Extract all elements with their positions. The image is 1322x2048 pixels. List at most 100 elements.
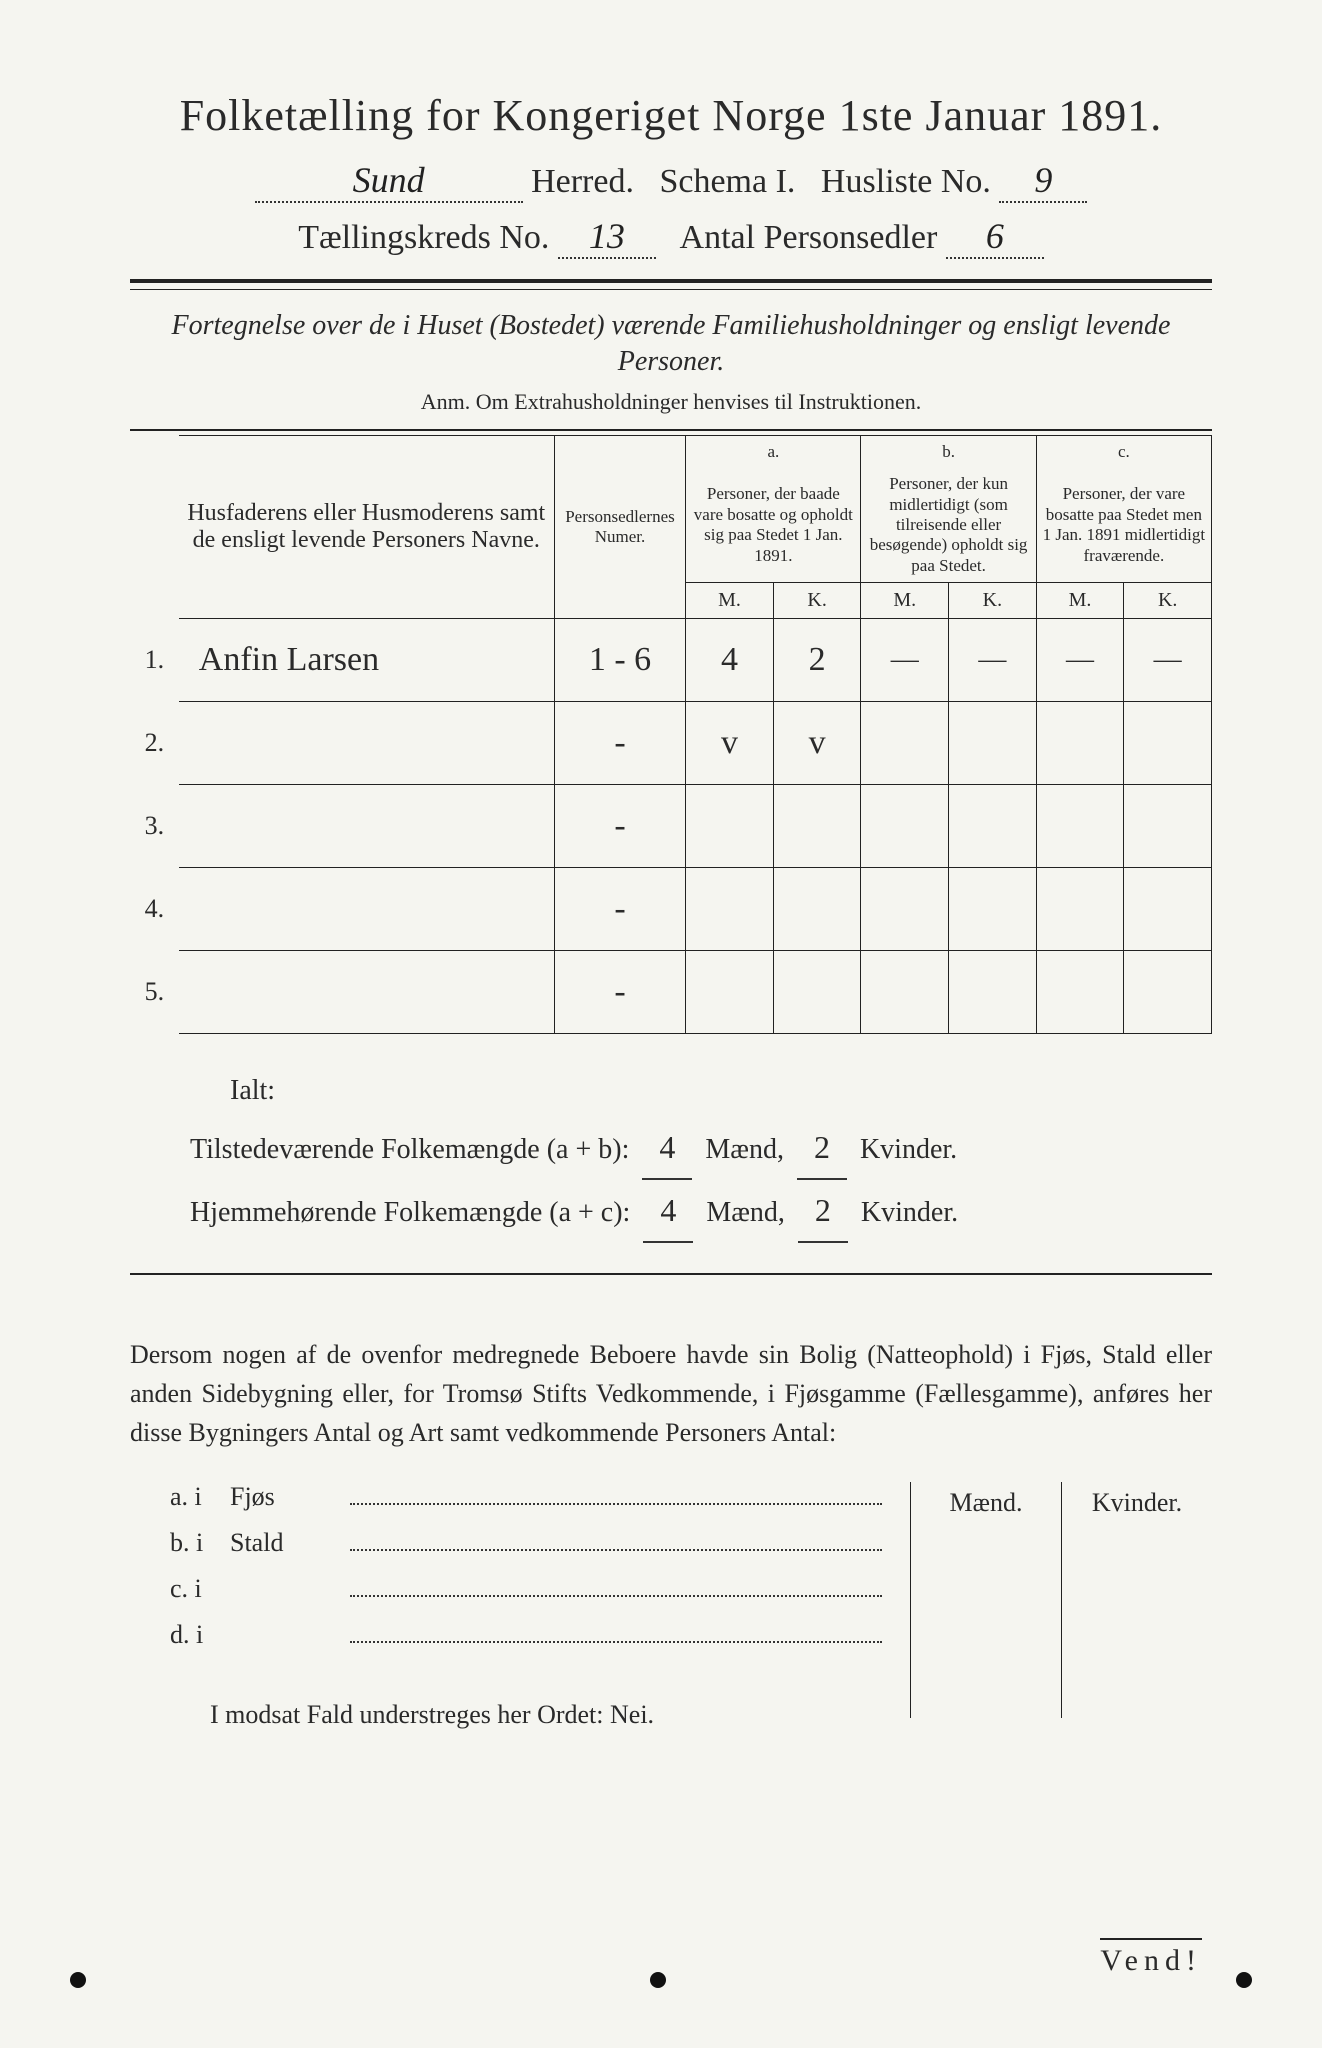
col-a-k: K. [773,583,861,619]
outbuilding-paragraph: Dersom nogen af de ovenfor medregnede Be… [130,1335,1212,1452]
row-ak [773,785,861,868]
outb-dots [350,1502,882,1505]
outb-row: c. i [170,1574,892,1604]
row-ak: v [773,702,861,785]
outb-prefix: c. i [170,1574,230,1604]
totals-block: Ialt: Tilstedeværende Folkemængde (a + b… [130,1064,1212,1243]
row-cm: — [1036,619,1124,702]
outb-dots [350,1640,882,1643]
row-cm [1036,702,1124,785]
outb-label: Stald [230,1528,350,1558]
form-anm: Anm. Om Extrahusholdninger henvises til … [130,389,1212,415]
outb-col-m: Mænd. [910,1482,1061,1718]
col-a-m: M. [686,583,774,619]
outb-prefix: b. i [170,1528,230,1558]
col-c-k: K. [1124,583,1212,619]
row-bk [949,868,1037,951]
kreds-label: Tællingskreds No. [298,219,549,256]
header-line-1: Sund Herred. Schema I. Husliste No. 9 [130,159,1212,203]
row-num: - [554,785,685,868]
col-b-k: K. [949,583,1037,619]
row-ck [1124,951,1212,1034]
row-bk [949,785,1037,868]
vend-label: Vend! [1100,1938,1202,1978]
col-b-m: M. [861,583,949,619]
outb-prefix: a. i [170,1482,230,1512]
row-name [179,868,554,951]
col-name-header: Husfaderens eller Husmoderens samt de en… [179,435,554,618]
form-title: Folketælling for Kongeriget Norge 1ste J… [130,90,1212,141]
husliste-label: Husliste No. [821,163,991,200]
col-num-header: Personsedlernes Numer. [554,435,685,618]
row-am: 4 [686,619,774,702]
ialt-label: Ialt: [230,1064,1212,1117]
hjemme-m: 4 [643,1180,693,1243]
outbuilding-block: Mænd. Kvinder. a. iFjøsb. iStaldc. id. i [130,1482,1212,1650]
row-am [686,868,774,951]
row-bk: — [949,619,1037,702]
herred-label: Herred. [531,163,634,200]
row-bm [861,951,949,1034]
col-b-top: b. [865,442,1031,462]
hjemme-k: 2 [798,1180,848,1243]
census-form-page: Folketælling for Kongeriget Norge 1ste J… [0,0,1322,2048]
antal-label: Antal Personsedler [680,219,938,256]
row-ak [773,951,861,1034]
row-cm [1036,951,1124,1034]
binding-hole-icon [1236,1972,1252,1988]
row-cm [1036,868,1124,951]
maend-label-1: Mænd, [705,1134,784,1165]
row-num: - [554,951,685,1034]
form-subtitle: Fortegnelse over de i Huset (Bostedet) v… [130,308,1212,381]
col-c-top: c. [1041,442,1207,462]
outb-dots [350,1594,882,1597]
row-bm [861,702,949,785]
household-table: Husfaderens eller Husmoderens samt de en… [130,435,1212,1034]
col-c-m: M. [1036,583,1124,619]
row-am [686,785,774,868]
tilstede-m: 4 [642,1117,692,1180]
outb-row: d. i [170,1620,892,1650]
rule-thin-2 [130,1273,1212,1275]
row-ak: 2 [773,619,861,702]
row-bm [861,868,949,951]
tilstede-k: 2 [797,1117,847,1180]
row-name [179,785,554,868]
row-number: 5. [130,951,179,1034]
herred-value: Sund [255,159,523,203]
row-num: - [554,702,685,785]
nei-prefix: I modsat Fald understreges her Ordet: [210,1700,610,1729]
row-ck [1124,785,1212,868]
row-name: Anfin Larsen [179,619,554,702]
outb-row: a. iFjøs [170,1482,892,1512]
row-number: 3. [130,785,179,868]
col-b-header: Personer, der kun midlertidigt (som tilr… [861,468,1036,582]
row-number: 1. [130,619,179,702]
table-row: 2.-vv [130,702,1212,785]
row-num: - [554,868,685,951]
binding-hole-icon [70,1972,86,1988]
col-c-header: Personer, der vare bosatte paa Stedet me… [1036,468,1211,582]
header-line-2: Tællingskreds No. 13 Antal Personsedler … [130,215,1212,259]
row-number: 4. [130,868,179,951]
rule-thin-1 [130,429,1212,431]
row-ck [1124,702,1212,785]
row-name [179,951,554,1034]
schema-label: Schema I. [659,163,795,200]
outb-label: Fjøs [230,1482,350,1512]
table-row: 3. - [130,785,1212,868]
row-number: 2. [130,702,179,785]
kvinder-label-2: Kvinder. [861,1197,958,1228]
col-a-header: Personer, der baade vare bosatte og opho… [686,468,861,582]
row-bk [949,702,1037,785]
row-cm [1036,785,1124,868]
row-am: v [686,702,774,785]
binding-hole-icon [650,1972,666,1988]
antal-value: 6 [946,215,1044,259]
kreds-value: 13 [558,215,656,259]
row-ak [773,868,861,951]
husliste-value: 9 [999,159,1087,203]
row-ck [1124,868,1212,951]
row-name [179,702,554,785]
table-row: 4. - [130,868,1212,951]
